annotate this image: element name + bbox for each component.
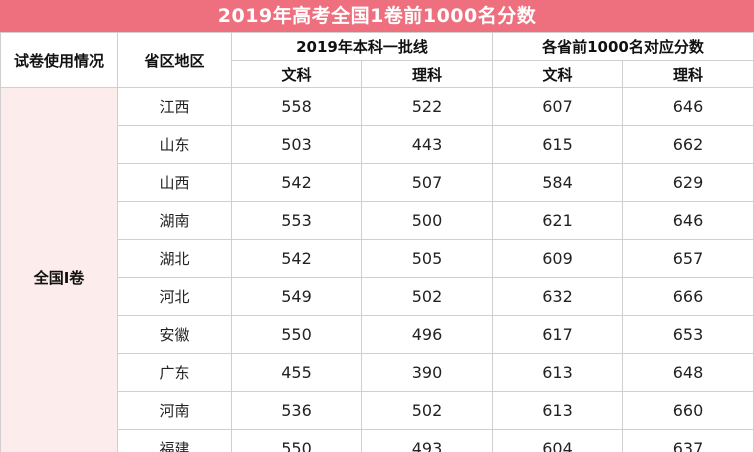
header-exam-usage: 试卷使用情况: [0, 32, 118, 88]
top-1000-like-cell: 648: [622, 353, 754, 392]
province-cell: 河南: [117, 391, 232, 430]
province-cell: 湖北: [117, 239, 232, 278]
top-1000-like-cell: 657: [622, 239, 754, 278]
top-1000-wenke-cell: 617: [492, 315, 623, 354]
table-row: 湖北 542 505 609 657: [1, 239, 754, 278]
top-1000-wenke-cell: 607: [492, 87, 623, 126]
table-row: 山西 542 507 584 629: [1, 163, 754, 202]
top-1000-wenke-cell: 604: [492, 429, 623, 452]
table-row: 河北 549 502 632 666: [1, 277, 754, 316]
top-1000-like-cell: 660: [622, 391, 754, 430]
top-1000-wenke-cell: 609: [492, 239, 623, 278]
table-row: 全国Ⅰ卷 江西 558 522 607 646: [0, 87, 754, 452]
province-cell: 江西: [117, 87, 232, 126]
top-1000-like-cell: 646: [622, 87, 754, 126]
first-tier-like-cell: 507: [361, 163, 493, 202]
province-cell: 安徽: [117, 315, 232, 354]
first-tier-like-cell: 443: [361, 125, 493, 164]
first-tier-wenke-cell: 455: [231, 353, 362, 392]
header-top-like: 理科: [622, 60, 754, 88]
first-tier-wenke-cell: 553: [231, 201, 362, 240]
province-cell: 福建: [117, 429, 232, 452]
top-1000-wenke-cell: 615: [492, 125, 623, 164]
first-tier-like-cell: 502: [361, 391, 493, 430]
top-1000-like-cell: 637: [622, 429, 754, 452]
header-row-1: 试卷使用情况 省区地区 2019年本科一批线 各省前1000名对应分数: [0, 32, 754, 88]
header-line-wenke: 文科: [231, 60, 362, 88]
header-province: 省区地区: [117, 32, 232, 88]
province-cell: 山西: [117, 163, 232, 202]
first-tier-like-cell: 493: [361, 429, 493, 452]
first-tier-wenke-cell: 549: [231, 277, 362, 316]
first-tier-wenke-cell: 550: [231, 315, 362, 354]
top-1000-wenke-cell: 613: [492, 353, 623, 392]
header-top-wenke: 文科: [492, 60, 623, 88]
table-row: 河南 536 502 613 660: [1, 391, 754, 430]
first-tier-like-cell: 505: [361, 239, 493, 278]
top-1000-like-cell: 653: [622, 315, 754, 354]
table-title: 2019年高考全国1卷前1000名分数: [0, 0, 754, 32]
top-1000-like-cell: 666: [622, 277, 754, 316]
top-1000-wenke-cell: 632: [492, 277, 623, 316]
table-row: 安徽 550 496 617 653: [1, 315, 754, 354]
province-cell: 山东: [117, 125, 232, 164]
first-tier-wenke-cell: 536: [231, 391, 362, 430]
table-row: 山东 503 443 615 662: [1, 125, 754, 164]
first-tier-like-cell: 522: [361, 87, 493, 126]
first-tier-like-cell: 500: [361, 201, 493, 240]
score-table: 试卷使用情况 省区地区 2019年本科一批线 各省前1000名对应分数 文科 理…: [0, 32, 754, 452]
top-1000-like-cell: 662: [622, 125, 754, 164]
top-1000-wenke-cell: 584: [492, 163, 623, 202]
header-row-2: 文科 理科 文科 理科: [1, 60, 754, 88]
exam-type-cell: 全国Ⅰ卷: [0, 87, 118, 452]
table-row: 福建 550 493 604 637: [1, 429, 754, 452]
first-tier-wenke-cell: 542: [231, 163, 362, 202]
table-row: 湖南 553 500 621 646: [1, 201, 754, 240]
first-tier-wenke-cell: 542: [231, 239, 362, 278]
top-1000-like-cell: 646: [622, 201, 754, 240]
top-1000-wenke-cell: 621: [492, 201, 623, 240]
first-tier-like-cell: 502: [361, 277, 493, 316]
province-cell: 湖南: [117, 201, 232, 240]
first-tier-wenke-cell: 558: [231, 87, 362, 126]
first-tier-like-cell: 496: [361, 315, 493, 354]
header-top-1000-score: 各省前1000名对应分数: [492, 32, 754, 61]
first-tier-like-cell: 390: [361, 353, 493, 392]
header-line-like: 理科: [361, 60, 493, 88]
top-1000-wenke-cell: 613: [492, 391, 623, 430]
first-tier-wenke-cell: 550: [231, 429, 362, 452]
province-cell: 河北: [117, 277, 232, 316]
header-first-tier-line: 2019年本科一批线: [231, 32, 493, 61]
first-tier-wenke-cell: 503: [231, 125, 362, 164]
top-1000-like-cell: 629: [622, 163, 754, 202]
province-cell: 广东: [117, 353, 232, 392]
